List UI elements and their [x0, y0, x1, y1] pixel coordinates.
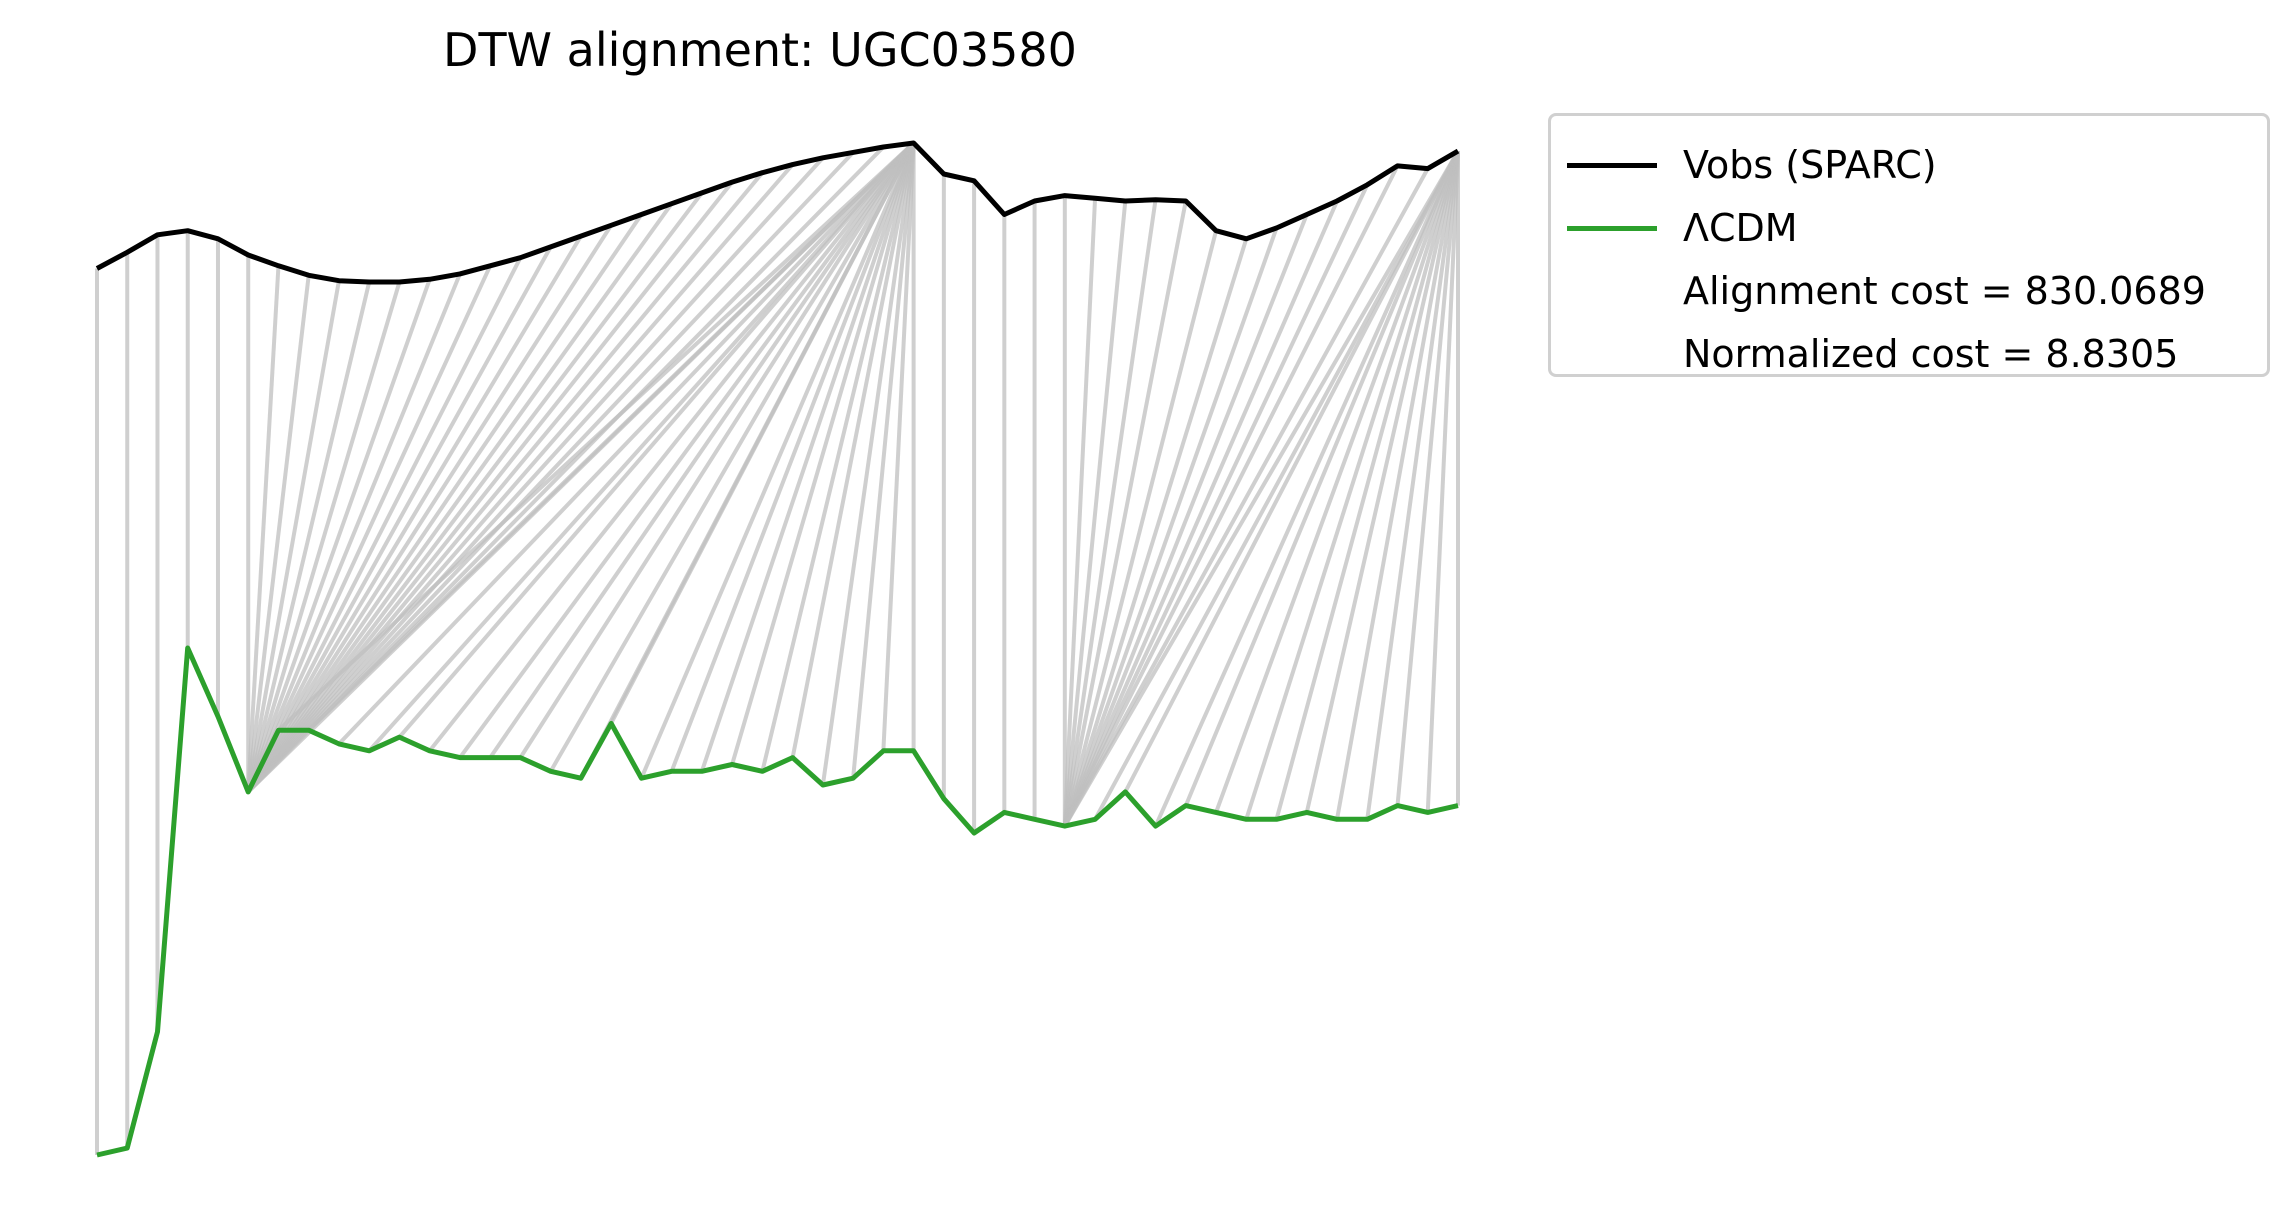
alignment-line [1062, 200, 1339, 827]
alignment-line [246, 281, 372, 793]
alignment-line [337, 141, 916, 746]
alignment-lines [95, 141, 1460, 1155]
alignment-line [488, 141, 916, 759]
alignment-line [1365, 150, 1460, 820]
alignment-line [820, 142, 916, 786]
alignment-line [246, 273, 462, 793]
alignment-line [246, 235, 583, 793]
alignment-line [1304, 150, 1460, 813]
alignment-line [669, 142, 916, 773]
alignment-line [760, 142, 916, 772]
alignment-line [428, 141, 916, 753]
alignment-line [1153, 150, 1460, 827]
alignment-line [246, 151, 855, 794]
alignment-cost-text: Alignment cost = 830.0689 [1683, 269, 2206, 313]
chart-title: DTW alignment: UGC03580 [443, 23, 1077, 77]
alignment-line [246, 265, 281, 792]
alignment-line [1062, 198, 1098, 827]
alignment-line [1425, 151, 1460, 813]
alignment-line [730, 142, 916, 766]
alignment-line [307, 141, 915, 732]
alignment-line [790, 142, 916, 759]
alignment-line [246, 256, 523, 793]
alignment-line [367, 141, 916, 753]
alignment-line [246, 180, 734, 794]
series-line-vobs [95, 140, 1460, 285]
alignment-line [458, 141, 916, 759]
alignment-line [1063, 183, 1370, 827]
alignment-line [246, 156, 825, 794]
alignment-line [246, 171, 764, 794]
alignment-line [246, 278, 432, 793]
alignment-line [1093, 150, 1460, 821]
alignment-line [639, 142, 916, 779]
alignment-line [246, 163, 795, 794]
series-line-lcdm [96, 645, 1459, 1158]
legend: Vobs (SPARC) ΛCDM Alignment cost = 830.0… [1548, 113, 2270, 377]
legend-swatch-vobs [1567, 162, 1657, 168]
alignment-line [548, 141, 916, 773]
alignment-line [1062, 238, 1249, 827]
alignment-line [246, 224, 613, 793]
alignment-line [699, 142, 916, 772]
alignment-line [1062, 227, 1279, 827]
alignment-line [1183, 150, 1460, 807]
alignment-line [609, 142, 916, 725]
alignment-line [277, 141, 915, 732]
alignment-line [1395, 150, 1460, 806]
series-lines [95, 140, 1460, 1158]
alignment-line [246, 281, 402, 793]
alignment-line [1335, 150, 1460, 820]
alignment-line [1062, 199, 1158, 827]
alignment-line [851, 142, 916, 779]
alignment-line [246, 245, 553, 793]
alignment-line [1214, 150, 1460, 814]
alignment-line [1062, 200, 1128, 827]
alignment-line [246, 280, 341, 793]
alignment-line [1244, 150, 1460, 820]
alignment-line [1063, 150, 1460, 828]
alignment-line [1062, 230, 1218, 827]
normalized-cost-text: Normalized cost = 8.8305 [1683, 332, 2179, 376]
alignment-line [246, 264, 492, 793]
alignment-line [1063, 165, 1400, 828]
alignment-line [1123, 150, 1460, 793]
alignment-line [518, 141, 916, 759]
alignment-line [1063, 167, 1430, 828]
alignment-line [1062, 213, 1309, 827]
alignment-line [246, 191, 704, 794]
legend-label-vobs: Vobs (SPARC) [1683, 143, 1937, 187]
alignment-line [1274, 150, 1460, 820]
alignment-line [1062, 200, 1188, 827]
alignment-line [246, 275, 311, 793]
legend-swatch-lcdm [1567, 225, 1657, 231]
alignment-line [881, 142, 916, 751]
legend-label-lcdm: ΛCDM [1683, 206, 1798, 250]
alignment-line [397, 141, 916, 739]
